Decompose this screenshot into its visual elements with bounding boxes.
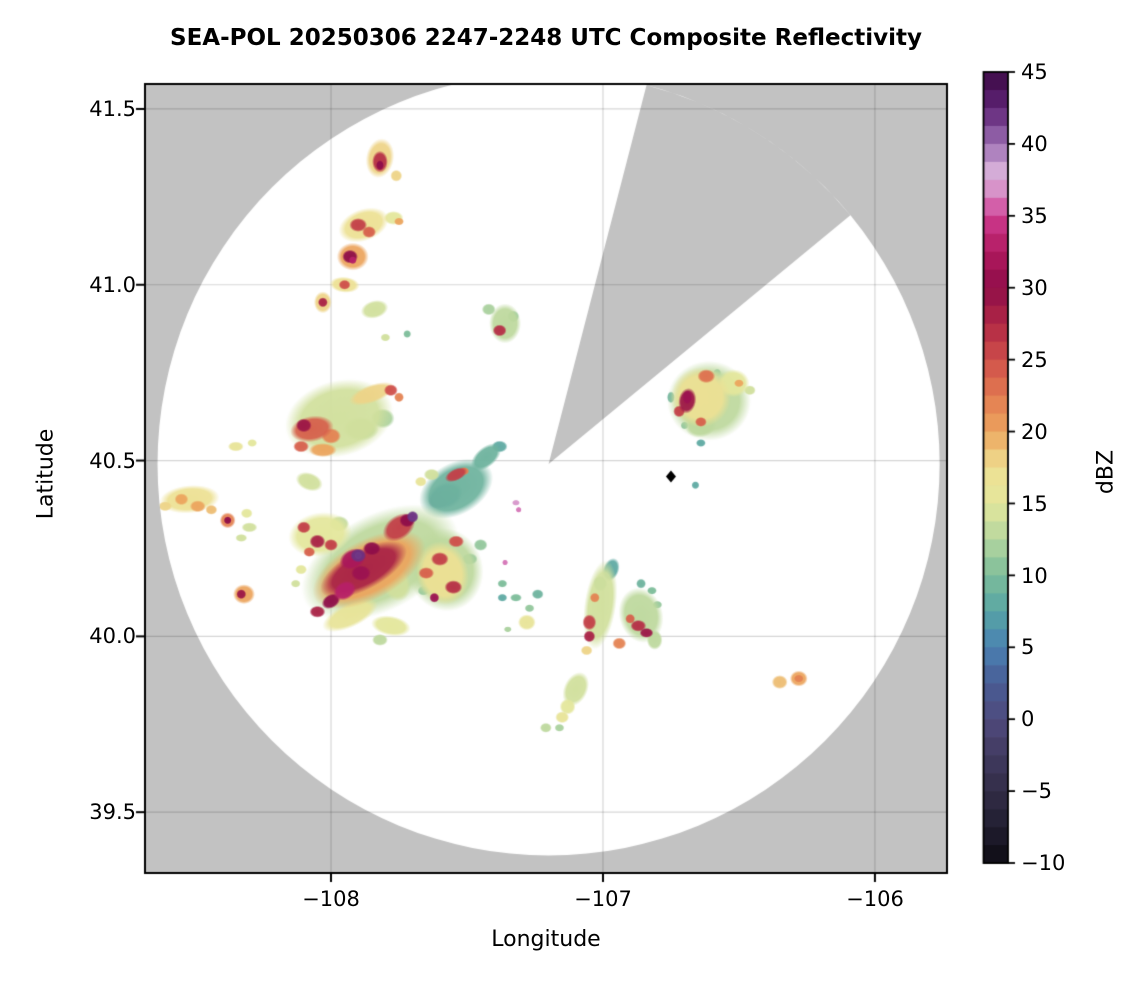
cb-tick-15: 15 xyxy=(1021,492,1048,516)
cb-tick-25: 25 xyxy=(1021,348,1048,372)
cb-tick-5: 5 xyxy=(1021,635,1035,659)
cb-tick-40: 40 xyxy=(1021,132,1048,156)
y-tick-41-0: 41.0 xyxy=(89,273,136,297)
y-tick-41-5: 41.5 xyxy=(89,97,136,121)
y-tick-39-5: 39.5 xyxy=(89,800,136,824)
cb-tick-m5: −5 xyxy=(1021,779,1052,803)
x-tick-106: −106 xyxy=(846,887,904,911)
cb-tick-30: 30 xyxy=(1021,276,1048,300)
colorbar-label: dBZ xyxy=(1093,449,1119,495)
cb-tick-m10: −10 xyxy=(1021,851,1066,875)
y-axis-label: Latitude xyxy=(33,428,59,520)
x-axis-label: Longitude xyxy=(491,927,601,952)
cb-tick-45: 45 xyxy=(1021,60,1048,84)
page-title: SEA-POL 20250306 2247-2248 UTC Composite… xyxy=(170,25,922,51)
cb-tick-0: 0 xyxy=(1021,707,1035,731)
cb-tick-35: 35 xyxy=(1021,204,1048,228)
y-tick-40-0: 40.0 xyxy=(89,624,136,648)
cb-tick-10: 10 xyxy=(1021,564,1048,588)
cb-tick-20: 20 xyxy=(1021,420,1048,444)
y-tick-40-5: 40.5 xyxy=(89,449,136,473)
x-tick-108: −108 xyxy=(302,887,360,911)
x-tick-107: −107 xyxy=(574,887,632,911)
